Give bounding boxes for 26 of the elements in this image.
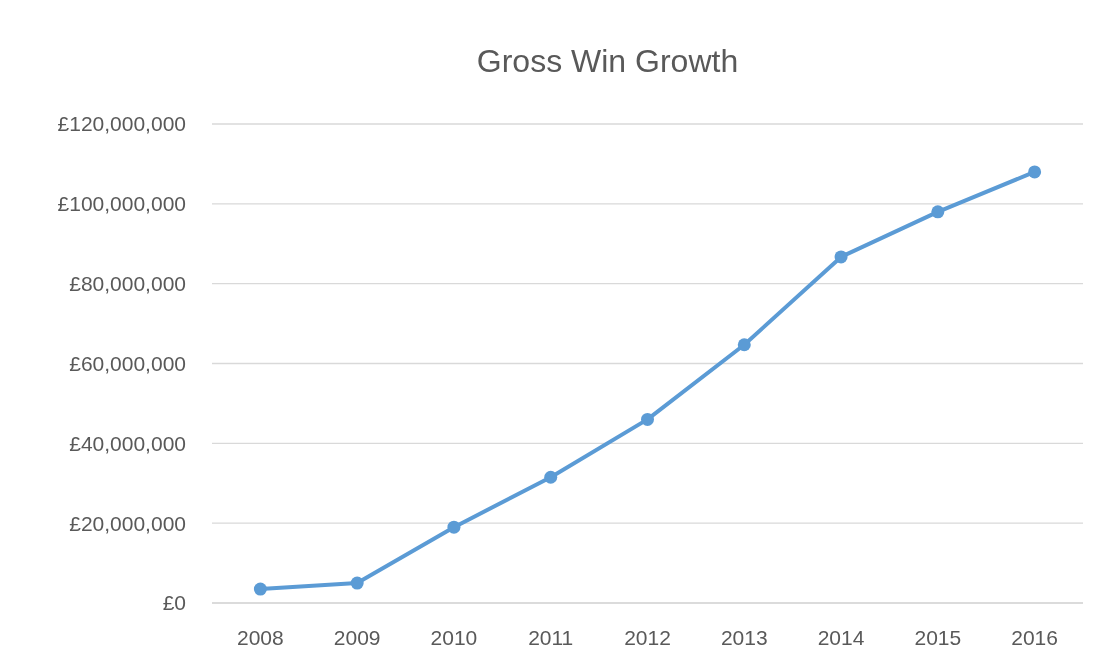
x-tick-label: 2013 [720,626,768,649]
point [1028,165,1042,179]
x-tick-label: 2016 [1011,626,1058,649]
point [834,250,848,264]
x-tick-label: 2014 [817,626,865,649]
y-tick-label: £40,000,000 [69,431,186,455]
x-tick-label: 2010 [430,626,478,649]
x-tick-label: 2012 [624,626,671,649]
y-tick-label: £120,000,000 [57,112,186,136]
x-tick-label: 2008 [237,626,284,649]
point [447,520,461,534]
x-tick-label: 2011 [528,626,574,649]
y-tick-label: £0 [162,591,186,615]
point [931,205,945,219]
y-tick-label: £80,000,000 [69,272,186,296]
chart-title: Gross Win Growth [476,43,739,79]
x-tick-label: 2015 [914,626,962,649]
point [350,576,364,590]
point [253,582,267,596]
y-tick-label: £60,000,000 [69,351,186,375]
point [641,412,654,426]
x-tick-label: 2009 [333,626,381,649]
point [737,338,751,352]
y-tick-label: £20,000,000 [69,511,186,535]
y-tick-label: £100,000,000 [57,192,186,216]
point [544,470,558,484]
